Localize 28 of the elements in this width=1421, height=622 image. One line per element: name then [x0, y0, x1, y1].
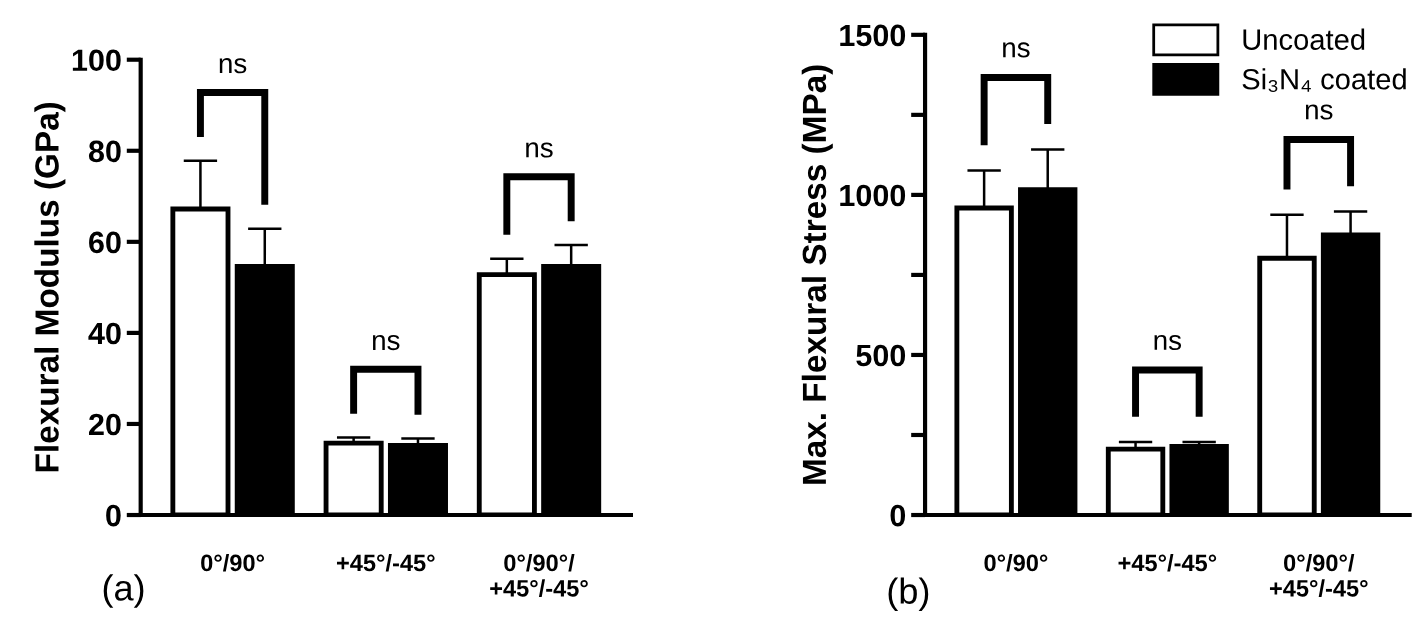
legend-label: Uncoated	[1243, 28, 1365, 50]
legend-label: Si₃N₄ coated	[1242, 68, 1406, 92]
y-tick-label: 1000	[840, 184, 906, 207]
text: (b)	[888, 577, 929, 612]
y-tick-label: 0	[106, 504, 121, 527]
x-tick-label: 0°/90°/ +45°/-45°	[490, 553, 588, 597]
y-tick-label: 80	[88, 140, 121, 163]
annotation: ns	[372, 334, 400, 351]
annotation: ns	[219, 58, 247, 74]
x-tick-label: +45°/-45°	[1118, 553, 1217, 572]
y-axis-title: Max. Flexural Stress (MPa)	[801, 65, 833, 484]
y-tick-label: 100	[72, 49, 121, 72]
annotation: ns	[1305, 104, 1333, 120]
x-tick-label: 0°/90°	[201, 553, 265, 572]
y-tick-label: 1500	[840, 24, 906, 47]
text: (a)	[103, 574, 144, 608]
annotation: ns	[1003, 42, 1030, 58]
annotation: ns	[1154, 334, 1182, 351]
annotation: ns	[526, 142, 553, 158]
y-tick-label: 500	[856, 344, 906, 367]
x-tick-label: +45°/-45°	[336, 553, 435, 572]
x-tick-label: 0°/90°/ +45°/-45°	[1269, 553, 1368, 597]
y-tick-label: 40	[88, 322, 121, 345]
y-tick-label: 60	[89, 231, 121, 254]
y-tick-label: 20	[89, 413, 121, 436]
y-axis-title: Flexural Modulus (GPa)	[34, 102, 66, 472]
y-tick-label: 0	[890, 504, 906, 527]
x-tick-label: 0°/90°	[984, 553, 1048, 572]
